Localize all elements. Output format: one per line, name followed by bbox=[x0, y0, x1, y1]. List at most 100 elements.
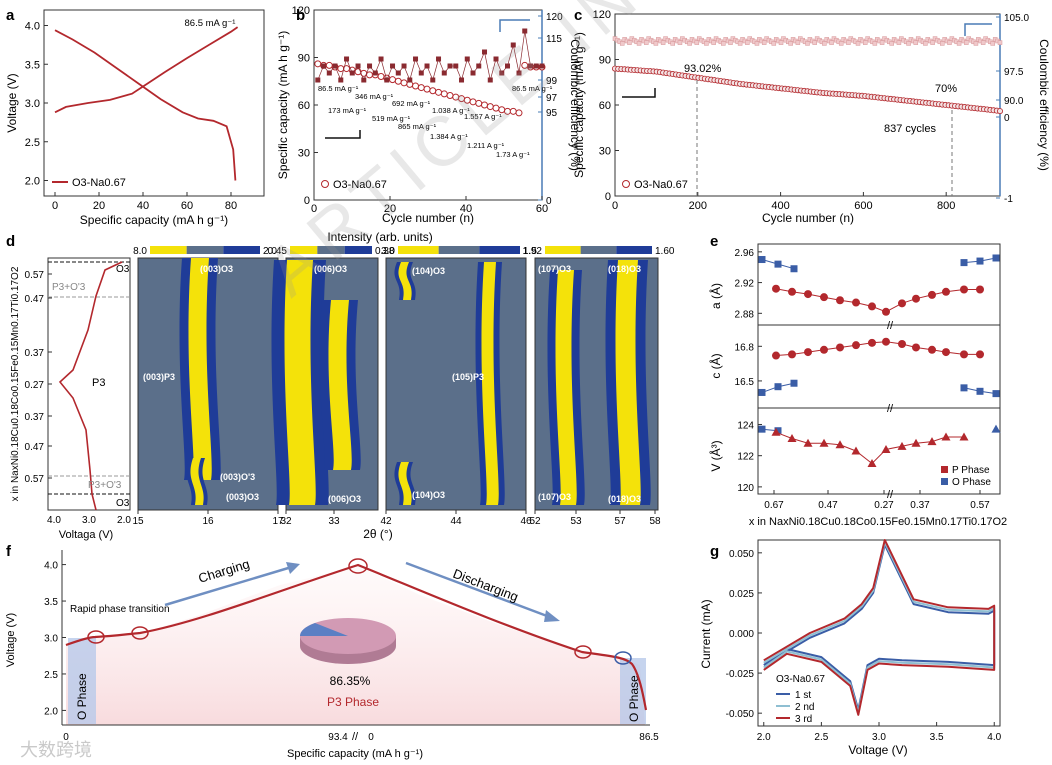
c-efficiency-point bbox=[930, 40, 935, 45]
e-p-point bbox=[788, 350, 796, 359]
panel-d-voltage-xlabel: Voltaga (V) bbox=[59, 529, 113, 541]
e-p-point bbox=[928, 290, 936, 299]
b-efficiency-point bbox=[349, 70, 355, 76]
d-xtick-label: 16 bbox=[202, 516, 214, 527]
f-ytick-label: 2.5 bbox=[44, 670, 58, 681]
e-p-point bbox=[898, 340, 906, 348]
c-efficiency-point bbox=[687, 41, 692, 46]
g-xtick-label: 2.0 bbox=[757, 732, 771, 743]
b-efficiency-point bbox=[344, 56, 350, 62]
panel-d-ylabel: x in NaxNi0.18Cu0.18Co0.15Fe0.15Mn0.17Ti… bbox=[10, 266, 21, 501]
d-colorbar-low bbox=[223, 246, 260, 254]
e-p-point bbox=[868, 302, 876, 311]
c-efficiency-point bbox=[896, 40, 902, 45]
e-o-point bbox=[774, 260, 782, 268]
f-ytick-label: 3.5 bbox=[44, 597, 58, 608]
panel-a-annotation: 86.5 mA g⁻¹ bbox=[185, 18, 236, 29]
b-capacity-point bbox=[429, 87, 437, 95]
g-ytick-label: -0.050 bbox=[726, 709, 755, 720]
d-xtick-label: 42 bbox=[380, 516, 392, 527]
a-xtick-label: 40 bbox=[137, 200, 149, 212]
panel-b: Specific capacity (mA h g⁻¹) Coulombic e… bbox=[276, 5, 582, 225]
e-p-point bbox=[867, 458, 877, 467]
panel-g: 2.0 2.5 3.0 3.5 4.0 -0.050 -0.025 0.000 0.025 0.0… bbox=[699, 539, 1002, 757]
panel-f-ylabel: Voltage (V) bbox=[5, 613, 17, 667]
c-efficiency-point bbox=[872, 41, 878, 46]
f-ytick-label: 3.0 bbox=[44, 634, 58, 645]
d-heat-band-core bbox=[615, 260, 641, 505]
e-p-point bbox=[803, 438, 813, 447]
panel-f-marker-2 bbox=[131, 626, 149, 640]
b-efficiency-point bbox=[418, 70, 424, 76]
panel-c-annotation-70: 70% bbox=[935, 83, 957, 95]
panel-d-phase-p3: P3 bbox=[92, 377, 105, 389]
f-xtick-label: 0 bbox=[368, 732, 374, 743]
panel-d-voltage-curve bbox=[58, 261, 123, 511]
e-p-point bbox=[881, 444, 891, 453]
b-efficiency-point bbox=[533, 63, 539, 69]
b-efficiency-point bbox=[424, 63, 430, 69]
c-efficiency-point bbox=[711, 40, 716, 45]
panel-c-legend-marker bbox=[622, 180, 630, 188]
b-efficiency-point bbox=[447, 63, 453, 69]
e-p-point bbox=[804, 290, 812, 299]
d-xtick-label: 32 bbox=[280, 516, 292, 527]
d-colorbar-high bbox=[290, 246, 318, 254]
panel-c-ylabel: Specific capacity (mAh g⁻¹) bbox=[572, 32, 586, 178]
panel-c-legend: O3-Na0.67 bbox=[634, 179, 688, 191]
e-o-point bbox=[976, 387, 984, 395]
e-o-point bbox=[992, 254, 1000, 262]
panel-b-ylabel-right: Coulombic efficiency (%) bbox=[568, 39, 582, 171]
c-efficiency-point bbox=[660, 40, 666, 45]
c-efficiency-point bbox=[980, 40, 986, 45]
a-ytick-label: 2.5 bbox=[25, 137, 40, 149]
panel-d-phase-p3o3-top: P3+O'3 bbox=[52, 282, 86, 293]
b-capacity-point bbox=[423, 85, 431, 93]
c-efficiency-point bbox=[644, 40, 649, 45]
b-efficiency-point bbox=[539, 63, 545, 69]
b-efficiency-point bbox=[510, 42, 516, 48]
e-p-point bbox=[912, 343, 920, 352]
b-efficiency-point bbox=[338, 77, 344, 83]
d-xtick-label: 57 bbox=[614, 516, 626, 527]
e-o-point bbox=[774, 383, 782, 391]
d-colorbar-label-right: 1.60 bbox=[655, 246, 675, 257]
e-p-point bbox=[788, 287, 796, 296]
panel-d: Intensity (arb. units) O3 P3+O'3 P3 P3+O… bbox=[10, 230, 675, 541]
e-o-point bbox=[960, 384, 968, 392]
panel-letter-d: d bbox=[6, 233, 15, 250]
e-p-point bbox=[976, 285, 984, 294]
panel-g-legend-title: O3-Na0.67 bbox=[776, 674, 825, 685]
e-p-point bbox=[928, 345, 936, 354]
e-o-point bbox=[758, 256, 766, 264]
e-o-point bbox=[790, 379, 798, 387]
panel-e-legend-o-marker bbox=[941, 478, 948, 485]
d-heat-band-core bbox=[190, 458, 204, 505]
b-capacity-point bbox=[394, 77, 402, 85]
b-efficiency-point bbox=[453, 63, 459, 69]
e-p-point bbox=[868, 338, 876, 347]
panel-d-phase-o3-bot: O3 bbox=[116, 498, 130, 509]
a-xtick-label: 20 bbox=[93, 200, 105, 212]
e-p-point bbox=[836, 343, 844, 352]
e-ytick-label: 2.88 bbox=[735, 309, 755, 320]
b-ytick-right-label: 0 bbox=[546, 196, 552, 207]
b-ytick-label: 30 bbox=[298, 148, 310, 160]
e-o-point bbox=[758, 425, 766, 433]
c-efficiency-point bbox=[923, 41, 928, 46]
panel-letter-b: b bbox=[296, 7, 305, 24]
d-heat-band-core bbox=[328, 300, 352, 470]
panel-e-ylabel-a: a (Å) bbox=[708, 283, 723, 309]
g-series-3 bbox=[763, 539, 996, 716]
a-ytick-label: 2.0 bbox=[25, 176, 40, 188]
b-efficiency-point bbox=[493, 56, 499, 62]
panel-f-marker-3 bbox=[348, 558, 368, 574]
d-peak-label: (003)O3 bbox=[226, 492, 259, 502]
f-xtick-label: 93.4 bbox=[328, 732, 348, 743]
a-ytick-label: 3.5 bbox=[25, 59, 40, 71]
panel-g-ticks: 2.0 2.5 3.0 3.5 4.0 -0.050 -0.025 0.000 0.025 0.0… bbox=[726, 549, 1002, 743]
panel-letter-f: f bbox=[6, 543, 12, 560]
c-efficiency-point bbox=[721, 41, 726, 46]
g-xtick-label: 4.0 bbox=[987, 732, 1001, 743]
b-capacity-point bbox=[389, 76, 397, 84]
